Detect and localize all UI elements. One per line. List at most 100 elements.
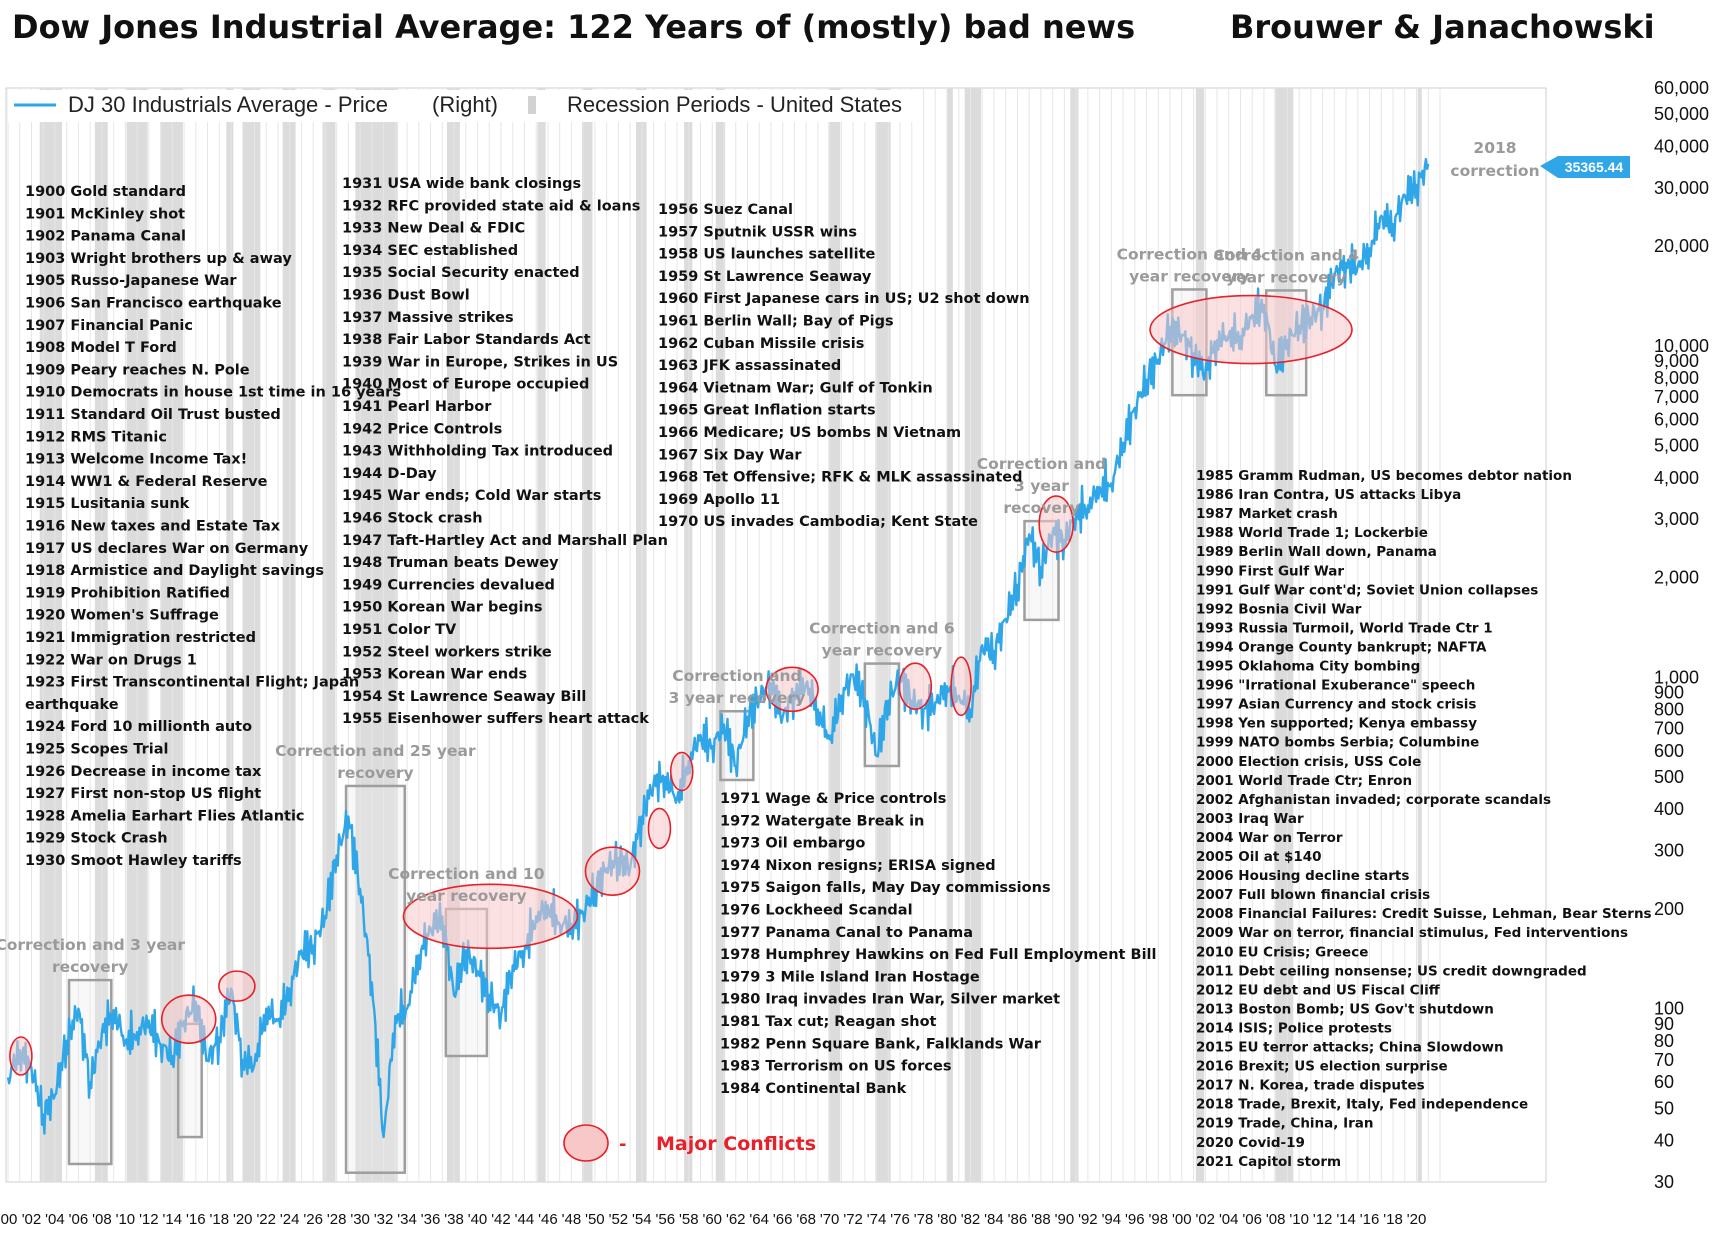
event-item: 2011 Debt ceiling nonsense; US credit do… (1196, 963, 1587, 979)
recession-band-10 (537, 88, 546, 1182)
event-item: 1954 St Lawrence Seaway Bill (342, 689, 586, 705)
last-value-callout: 35365.44 (1540, 156, 1630, 178)
event-item: 1925 Scopes Trial (25, 742, 168, 758)
recession-band-17 (947, 88, 953, 1182)
x-tick-43: '86 (1008, 1211, 1028, 1228)
x-tick-59: '18 (1383, 1211, 1403, 1228)
event-item: 1949 Currencies devalued (342, 577, 555, 593)
event-item: 1958 US launches satellite (658, 247, 876, 263)
x-tick-6: '12 (139, 1211, 159, 1228)
event-item: 1997 Asian Currency and stock crisis (1196, 697, 1476, 713)
correction-box-0 (67, 978, 113, 1166)
event-item: 1902 Panama Canal (25, 229, 186, 245)
recession-band-15 (828, 88, 841, 1182)
event-item: 1981 Tax cut; Reagan shot (720, 1014, 937, 1030)
y-tick-16: 800 (1654, 699, 1684, 719)
y-tick-21: 300 (1654, 841, 1684, 861)
event-item: 1985 Gramm Rudman, US becomes debtor nat… (1196, 468, 1572, 484)
conflict-ellipse-2 (218, 970, 256, 1002)
event-item: 1955 Eisenhower suffers heart attack (342, 711, 649, 727)
event-item: 1938 Fair Labor Standards Act (342, 332, 591, 348)
event-item: 1918 Armistice and Daylight savings (25, 563, 324, 579)
y-tick-18: 600 (1654, 741, 1684, 761)
y-tick-26: 70 (1654, 1050, 1674, 1070)
event-item: 1963 JFK assassinated (658, 358, 841, 374)
event-item: 1974 Nixon resigns; ERISA signed (720, 858, 996, 874)
x-tick-47: '94 (1102, 1211, 1122, 1228)
x-tick-45: '90 (1055, 1211, 1075, 1228)
y-tick-23: 100 (1654, 999, 1684, 1019)
conflict-key-label: Major Conflicts (656, 1133, 816, 1155)
event-item: 1943 Withholding Tax introduced (342, 444, 613, 460)
event-item: 1984 Continental Bank (720, 1081, 907, 1097)
event-item: 1980 Iraq invades Iran War, Silver marke… (720, 992, 1060, 1008)
recession-band-12 (635, 88, 647, 1182)
x-tick-39: '78 (914, 1211, 934, 1228)
x-tick-46: '92 (1078, 1211, 1098, 1228)
event-item: 2008 Financial Failures: Credit Suisse, … (1196, 906, 1652, 922)
event-item: 2017 N. Korea, trade disputes (1196, 1078, 1425, 1094)
x-tick-44: '88 (1031, 1211, 1051, 1228)
event-item: 1912 RMS Titanic (25, 429, 167, 445)
y-tick-27: 60 (1654, 1072, 1674, 1092)
x-tick-1: '02 (22, 1211, 42, 1228)
correction-labels: Correction and 3 year recovery Correction … (0, 245, 1359, 976)
x-tick-7: '14 (163, 1211, 183, 1228)
x-tick-26: '52 (609, 1211, 629, 1228)
event-item: 2005 Oil at $140 (1196, 849, 1322, 865)
recession-band-18 (964, 88, 982, 1182)
event-item: 2015 EU terror attacks; China Slowdown (1196, 1040, 1504, 1056)
event-item: 1937 Massive strikes (342, 310, 514, 326)
event-item: 1968 Tet Offensive; RFK & MLK assassinat… (658, 470, 1022, 486)
x-tick-40: '80 (937, 1211, 957, 1228)
event-item: 1999 NATO bombs Serbia; Columbine (1196, 735, 1479, 751)
recession-band-19 (1070, 88, 1079, 1182)
y-tick-1: 50,000 (1654, 104, 1709, 124)
x-tick-25: '50 (585, 1211, 605, 1228)
x-tick-24: '48 (562, 1211, 582, 1228)
event-item: 1928 Amelia Earhart Flies Atlantic (25, 808, 305, 824)
x-tick-42: '84 (984, 1211, 1004, 1228)
event-item: 2006 Housing decline starts (1196, 868, 1409, 884)
event-item: 1932 RFC provided state aid & loans (342, 198, 640, 214)
event-item: 1994 Orange County bankrupt; NAFTA (1196, 639, 1487, 655)
event-item: 1971 Wage & Price controls (720, 791, 946, 807)
x-tick-17: '34 (397, 1211, 417, 1228)
event-item: 1988 World Trade 1; Lockerbie (1196, 525, 1428, 541)
legend-price-label: DJ 30 Industrials Average - Price (68, 92, 388, 117)
correction-label-4-0: Correction and (672, 667, 801, 685)
recession-band-5 (242, 88, 261, 1182)
events-1985-2021: 1985 Gramm Rudman, US becomes debtor nat… (1196, 468, 1652, 1170)
events-1956-1970: 1956 Suez Canal 1957 Sputnik USSR wins 195… (658, 202, 1030, 530)
recession-band-16 (875, 88, 891, 1182)
conflict-ellipse-1 (160, 994, 217, 1044)
y-tick-30: 30 (1654, 1172, 1674, 1192)
event-item: 1933 New Deal & FDIC (342, 221, 525, 237)
event-item: 2007 Full blown financial crisis (1196, 887, 1430, 903)
event-item: 1977 Panama Canal to Panama (720, 925, 973, 941)
event-item: 2012 EU debt and US Fiscal Cliff (1196, 982, 1441, 998)
event-item: 2001 World Trade Ctr; Enron (1196, 773, 1412, 789)
event-item: 1944 D-Day (342, 466, 437, 482)
x-tick-34: '68 (796, 1211, 816, 1228)
event-item: 1996 "Irrational Exuberance" speech (1196, 678, 1475, 694)
event-item: 1940 Most of Europe occupied (342, 377, 589, 393)
events-1931-1955: 1931 USA wide bank closings 1932 RFC prov… (342, 176, 668, 727)
event-item: 1982 Penn Square Bank, Falklands War (720, 1036, 1042, 1052)
correction-label-6-0: Correction and (977, 455, 1106, 473)
event-item: 1990 First Gulf War (1196, 563, 1344, 579)
event-item: 1927 First non-stop US flight (25, 786, 261, 802)
correction-label-6-2: recovery (1003, 499, 1079, 517)
x-tick-32: '64 (749, 1211, 769, 1228)
event-item: 1991 Gulf War cont'd; Soviet Union colla… (1196, 582, 1538, 598)
conflict-ellipse-10 (1038, 495, 1074, 553)
y-tick-9: 6,000 (1654, 409, 1699, 429)
events-1900-1930: 1900 Gold standard 1901 McKinley shot 1902… (25, 184, 401, 869)
recession-band-11 (581, 88, 593, 1182)
event-item: 1961 Berlin Wall; Bay of Pigs (658, 314, 894, 330)
event-item: 1976 Lockheed Scandal (720, 903, 913, 919)
correction-label-2-0: Correction and 25 year (275, 742, 476, 760)
conflict-ellipse-6 (669, 751, 694, 792)
y-tick-11: 4,000 (1654, 468, 1699, 488)
legend-recession-swatch (528, 96, 536, 114)
